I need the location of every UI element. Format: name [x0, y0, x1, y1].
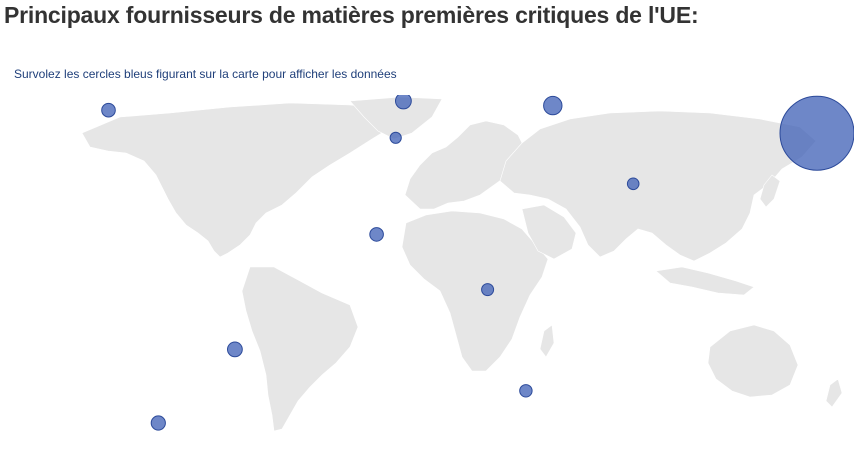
supplier-marker-chile[interactable] — [150, 415, 166, 431]
page-title: Principaux fournisseurs de matières prem… — [4, 2, 699, 28]
map-instruction: Survolez les cercles bleus figurant sur … — [14, 67, 397, 81]
land-australia — [707, 324, 799, 398]
supplier-marker-south-africa[interactable] — [519, 384, 533, 398]
land-asia — [499, 110, 817, 262]
supplier-marker-spain[interactable] — [395, 95, 412, 110]
supplier-marker-morocco[interactable] — [389, 131, 402, 144]
supplier-marker-guinea[interactable] — [369, 227, 384, 242]
world-map[interactable] — [60, 95, 854, 445]
land-madagascar — [539, 324, 555, 358]
land-arabia — [521, 204, 577, 260]
land-south-america — [241, 266, 359, 432]
land-greenland — [349, 96, 443, 140]
land-indonesia — [655, 266, 755, 296]
supplier-marker-china[interactable] — [779, 95, 854, 171]
land-north-america — [81, 102, 396, 258]
supplier-marker-drc[interactable] — [481, 283, 495, 297]
land-new-zealand — [825, 378, 843, 408]
supplier-marker-brazil[interactable] — [227, 341, 243, 358]
supplier-markers[interactable] — [60, 95, 854, 431]
land-japan — [759, 174, 781, 208]
supplier-marker-usa[interactable] — [101, 102, 116, 118]
land-africa — [401, 210, 549, 372]
supplier-marker-oman[interactable] — [626, 177, 640, 191]
land-masses — [81, 96, 843, 432]
world-map-svg[interactable] — [60, 95, 854, 445]
supplier-marker-turkey[interactable] — [543, 95, 563, 116]
